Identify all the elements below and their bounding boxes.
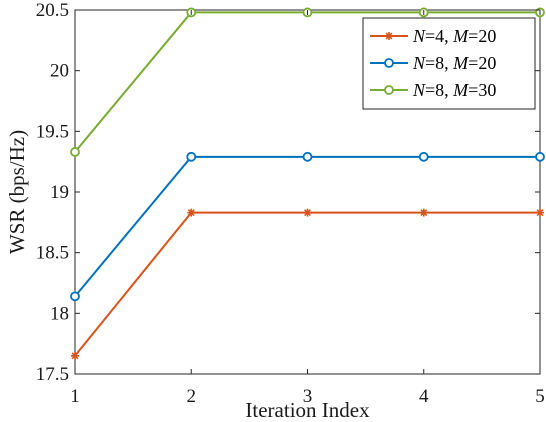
x-tick-label: 5 — [535, 386, 545, 407]
legend-label-part: N — [412, 53, 426, 73]
y-tick-label: 19.5 — [36, 121, 69, 142]
x-tick-label: 4 — [419, 386, 429, 407]
legend-label: N=4, M=20 — [412, 26, 496, 46]
series-1 — [71, 208, 544, 360]
y-tick-label: 20.5 — [36, 0, 69, 21]
y-tick-label: 20 — [50, 61, 69, 82]
legend-label-part: =4, — [425, 26, 453, 46]
y-tick-label: 18.5 — [36, 243, 69, 264]
legend-label-part: N — [412, 80, 426, 100]
legend-label-part: =20 — [468, 53, 496, 73]
legend-label-part: =20 — [468, 26, 496, 46]
legend-item-2: N=8, M=20 — [370, 53, 496, 73]
series-layer — [70, 7, 545, 360]
series-2-point-4 — [418, 151, 429, 162]
series-1-point-3 — [303, 208, 312, 217]
legend-label-part: N — [412, 26, 426, 46]
legend-item-3: N=8, M=30 — [370, 80, 496, 100]
y-tick-label: 18 — [50, 303, 69, 324]
legend-label-part: =8, — [425, 53, 453, 73]
series-3-point-1 — [70, 147, 80, 157]
series-2-point-2 — [186, 151, 197, 162]
axes-layer: 1 2 3 4 5 17.5 18 18.5 19 19.5 20 20.5 — [36, 0, 545, 407]
legend-label-part: M — [452, 26, 469, 46]
x-axis-label: Iteration Index — [245, 398, 370, 422]
y-tick-label: 17.5 — [36, 364, 69, 385]
series-1-point-5 — [536, 208, 544, 217]
legend-label-part: =8, — [425, 80, 453, 100]
x-tick-label: 2 — [187, 386, 197, 407]
series-2-point-1 — [70, 291, 80, 302]
series-1-point-1 — [71, 351, 79, 360]
series-2-point-3 — [302, 151, 313, 162]
series-2-point-0 — [384, 58, 394, 68]
legend-label: N=8, M=30 — [412, 80, 496, 100]
series-2-point-5 — [535, 151, 545, 162]
legend-label-part: M — [452, 53, 469, 73]
y-axis-label: WSR (bps/Hz) — [5, 130, 29, 254]
legend-label-part: =30 — [468, 80, 496, 100]
x-tick-label: 3 — [303, 386, 313, 407]
legend: N=4, M=20N=8, M=20N=8, M=30 — [362, 17, 536, 110]
y-tick-label: 19 — [50, 182, 69, 203]
legend-item-1: N=4, M=20 — [370, 26, 496, 46]
series-1-point-0 — [385, 32, 393, 40]
series-2 — [70, 151, 545, 302]
x-tick-label: 1 — [70, 386, 80, 407]
series-3-point-0 — [384, 85, 394, 95]
series-1-point-2 — [187, 208, 196, 217]
legend-label: N=8, M=20 — [412, 53, 496, 73]
legend-label-part: M — [452, 80, 469, 100]
series-1-point-4 — [419, 208, 428, 217]
